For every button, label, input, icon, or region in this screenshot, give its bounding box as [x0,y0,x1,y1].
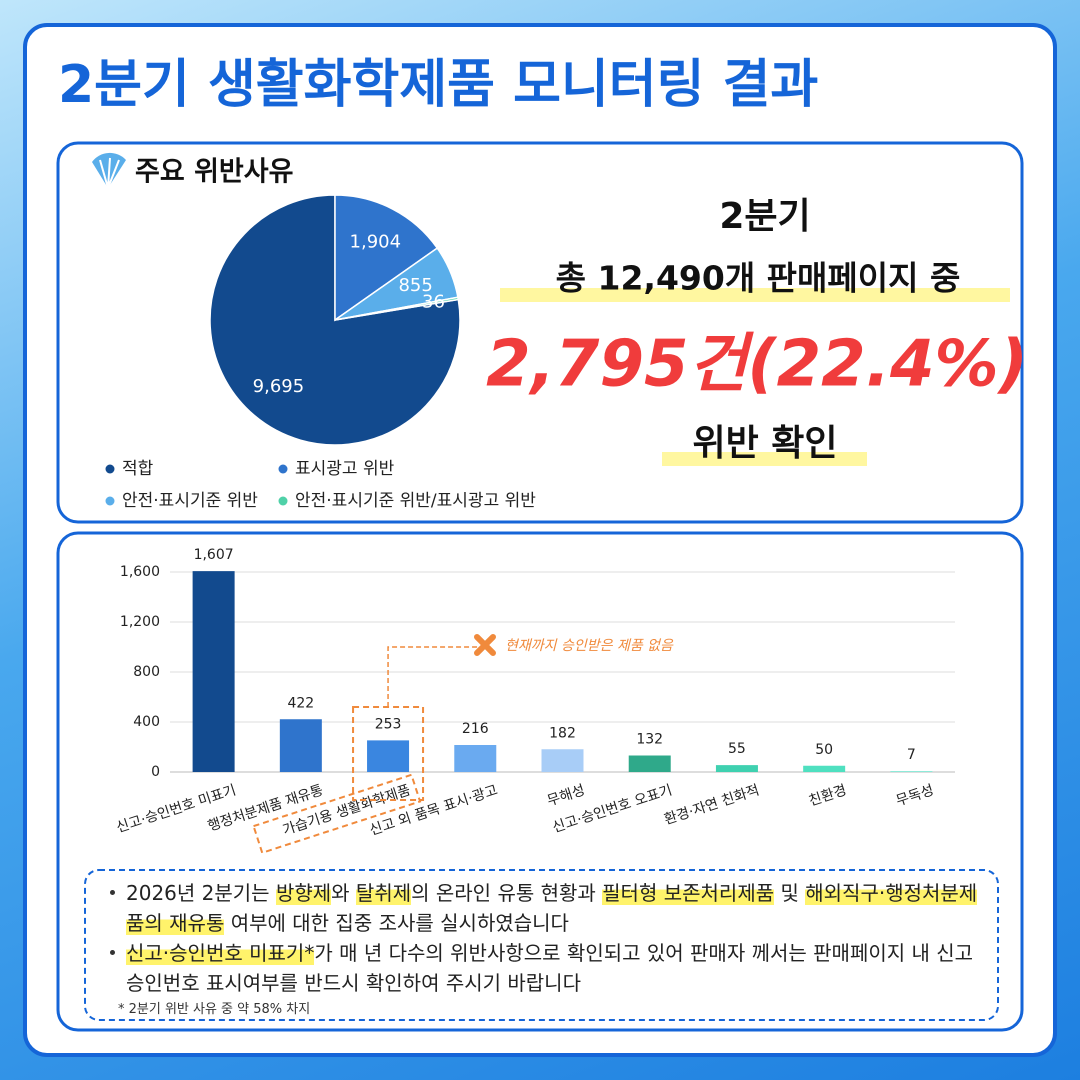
pie-slice [334,296,460,321]
slice-label: 1,904 [350,231,402,252]
value-label: 253 [375,716,402,732]
pie-slice [209,194,461,446]
shell-icon [92,152,126,189]
bar [803,765,846,772]
slice-label: 855 [398,275,432,296]
value-label: 50 [815,742,833,758]
y-tick-label: 400 [133,714,160,730]
highlighted-text: 신고·승인번호 미표기* [126,941,315,965]
value-label: 216 [462,721,489,737]
value-label: 422 [287,695,314,711]
value-label: 132 [636,732,663,748]
notes: 2026년 2분기는 방향제와 탈취제의 온라인 유통 현황과 필터형 보존처리… [108,878,978,998]
annotation-label-box [252,773,422,855]
legend-dot [105,464,115,474]
value-label: 1,607 [194,547,234,563]
legend-label: 표시광고 위반 [295,459,395,479]
slice-label: 9,695 [253,376,305,397]
bar [192,571,235,772]
y-tick-label: 0 [151,764,160,780]
note-text: 2026년 2분기는 [126,881,276,905]
summary-result: 위반 확인 [692,423,837,464]
annotation-leader [387,646,478,707]
value-label: 55 [728,741,746,757]
legend-dot [278,496,288,506]
note-text: 가 매 년 다수의 위반사항으로 확인되고 있어 판매자 께서는 판매페이지 내… [126,941,974,995]
slice-label: 36 [422,292,445,313]
annotation-x-icon [474,634,496,656]
summary-total: 총 12,490개 판매페이지 중 [556,259,961,298]
legend-dot [278,464,288,474]
note: 신고·승인번호 미표기*가 매 년 다수의 위반사항으로 확인되고 있어 판매자… [108,938,978,998]
summary-violations: 2,795건(22.4%) [486,328,1028,402]
highlighted-text: 탈취제 [355,881,412,905]
notes-box [84,869,999,1021]
summary-period: 2분기 [719,196,810,237]
highlighted-text: 방향제 [275,881,332,905]
highlight-stripe [662,452,867,466]
bar [367,740,410,772]
bar-panel [56,531,1024,1032]
footnote: * 2분기 위반 사유 중 약 58% 차지 [118,1002,311,1017]
annotation-text: 현재까지 승인받은 제품 없음 [505,638,674,654]
note-text: 와 [331,881,356,905]
highlight-stripe [500,288,1010,302]
note: 2026년 2분기는 방향제와 탈취제의 온라인 유통 현황과 필터형 보존처리… [108,878,978,938]
y-tick-label: 1,600 [120,564,160,580]
legend-label: 안전·표시기준 위반 [122,491,258,511]
bar [715,765,758,772]
page-title: 2분기 생활화학제품 모니터링 결과 [58,55,818,115]
legend-label: 안전·표시기준 위반/표시광고 위반 [295,491,536,511]
bar [628,755,671,772]
bar [454,745,497,772]
pie-slice [334,194,439,322]
note-text: 및 [774,881,806,905]
note-text: 의 온라인 유통 현황과 [411,881,603,905]
pie-title: 주요 위반사유 [135,157,293,188]
y-tick-label: 1,200 [120,614,160,630]
bar [279,719,322,772]
bar [541,749,584,772]
legend-label: 적합 [122,459,154,479]
legend-dot [105,496,115,506]
value-label: 182 [549,725,576,741]
bar [890,771,933,772]
note-text: 여부에 대한 집중 조사를 실시하였습니다 [224,911,569,935]
value-label: 7 [907,747,916,763]
highlighted-text: 필터형 보존처리제품 [602,881,775,905]
y-tick-label: 800 [133,664,160,680]
